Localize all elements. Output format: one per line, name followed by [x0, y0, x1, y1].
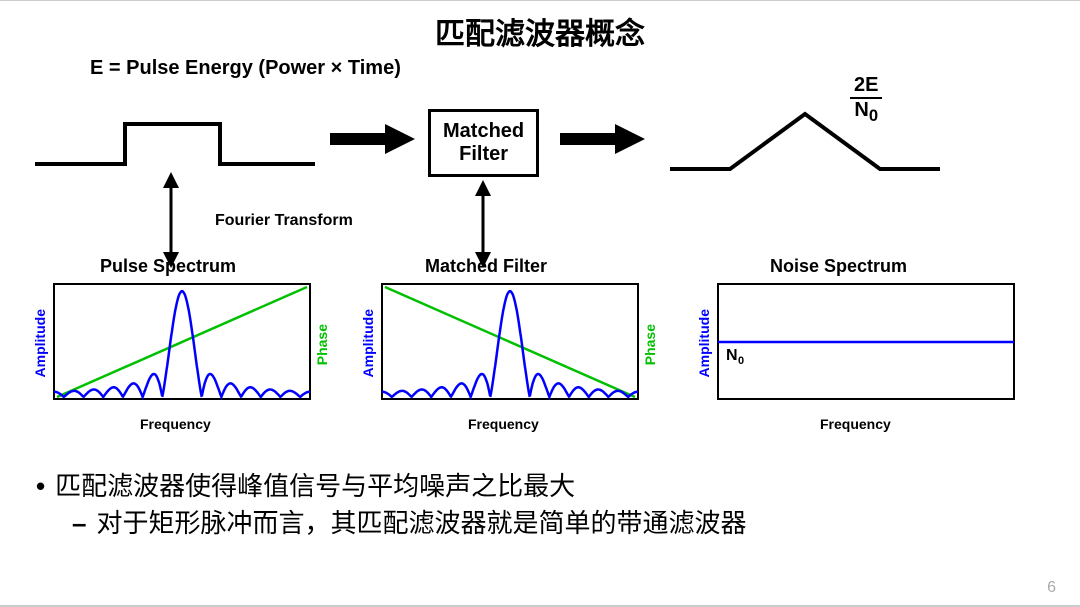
plot2-ylab-phase: Phase [642, 324, 658, 365]
plot2-title: Matched Filter [425, 256, 547, 277]
energy-formula: E = Pulse Energy (Power × Time) [90, 57, 1060, 80]
matched-filter-box-line2: Filter [459, 143, 508, 165]
bullet-list: •匹配滤波器使得峰值信号与平均噪声之比最大 –对于矩形脉冲而言，其匹配滤波器就是… [20, 468, 1060, 543]
bullet-2: –对于矩形脉冲而言，其匹配滤波器就是简单的带通滤波器 [72, 505, 1060, 542]
diagram-area: Matched Filter 2E N0 Fourier Transform [30, 84, 1050, 464]
plot1-ylab-phase: Phase [314, 324, 330, 365]
arrow-1 [330, 119, 415, 159]
plot2-xlab: Frequency [468, 416, 539, 432]
plot2 [380, 282, 640, 412]
svg-text:N: N [726, 347, 738, 364]
matched-filter-box: Matched Filter [428, 109, 539, 177]
matched-filter-box-line1: Matched [443, 120, 524, 142]
ft-arrow-left [158, 170, 184, 270]
frac-num: 2E [850, 74, 882, 99]
plot1-xlab: Frequency [140, 416, 211, 432]
fourier-label: Fourier Transform [215, 212, 353, 230]
svg-text:0: 0 [738, 355, 744, 367]
plot1-title: Pulse Spectrum [100, 256, 236, 277]
plot3-xlab: Frequency [820, 416, 891, 432]
plot3-ylab-amp: Amplitude [696, 309, 712, 377]
page-number: 6 [1047, 579, 1056, 597]
plot3: N 0 [716, 282, 1016, 412]
plot3-title: Noise Spectrum [770, 256, 907, 277]
frac-den: N0 [850, 99, 882, 126]
triangle-output [665, 99, 945, 179]
page-title: 匹配滤波器概念 [20, 9, 1060, 53]
plot1-ylab-amp: Amplitude [32, 309, 48, 377]
plot1 [52, 282, 312, 412]
bullet-1: •匹配滤波器使得峰值信号与平均噪声之比最大 [36, 468, 1060, 505]
arrow-2 [560, 119, 645, 159]
plot2-ylab-amp: Amplitude [360, 309, 376, 377]
output-snr-fraction: 2E N0 [850, 74, 882, 126]
